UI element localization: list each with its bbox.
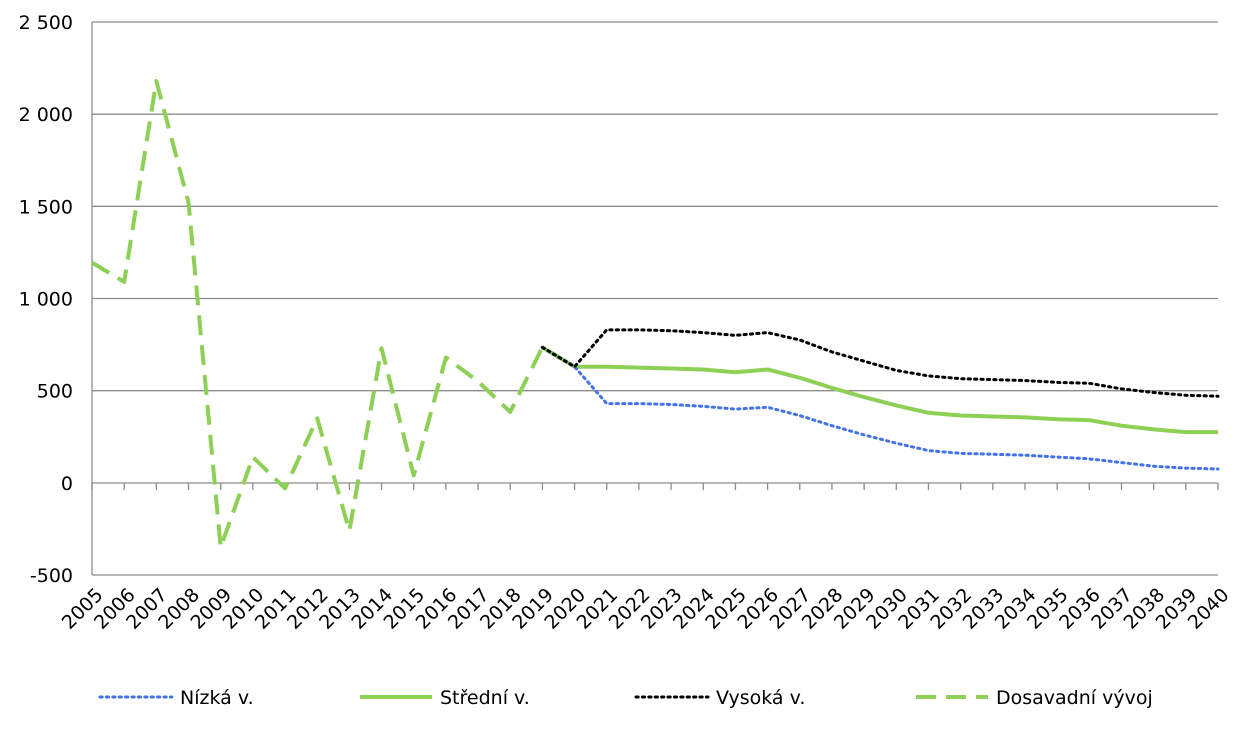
y-tick-label: 0 bbox=[61, 473, 73, 495]
y-tick-label: 2 500 bbox=[19, 12, 73, 34]
y-tick-label: 500 bbox=[37, 381, 73, 403]
legend-label: Nízká v. bbox=[180, 687, 254, 709]
series-line bbox=[540, 328, 1220, 398]
y-tick-label: 2 000 bbox=[19, 104, 73, 126]
y-axis: -500 0 500 1 000 1 500 2 000 2 500 bbox=[19, 12, 93, 587]
legend: Nízká v. Střední v. Vysoká v. Dosavadní výv… bbox=[98, 687, 1153, 709]
y-tick-label: -500 bbox=[30, 565, 73, 587]
y-tick-label: 1 000 bbox=[19, 289, 73, 311]
series-line bbox=[90, 78, 576, 550]
legend-label: Střední v. bbox=[440, 687, 530, 709]
series-line bbox=[540, 345, 1220, 471]
legend-label: Dosavadní vývoj bbox=[996, 687, 1153, 709]
y-tick-label: 1 500 bbox=[19, 196, 73, 218]
x-axis: 2005200620072008200920102011201220132014… bbox=[58, 482, 1234, 634]
series-line bbox=[541, 345, 1218, 435]
gridlines bbox=[92, 21, 1218, 576]
legend-label: Vysoká v. bbox=[716, 687, 805, 709]
series-lines bbox=[90, 78, 1220, 550]
